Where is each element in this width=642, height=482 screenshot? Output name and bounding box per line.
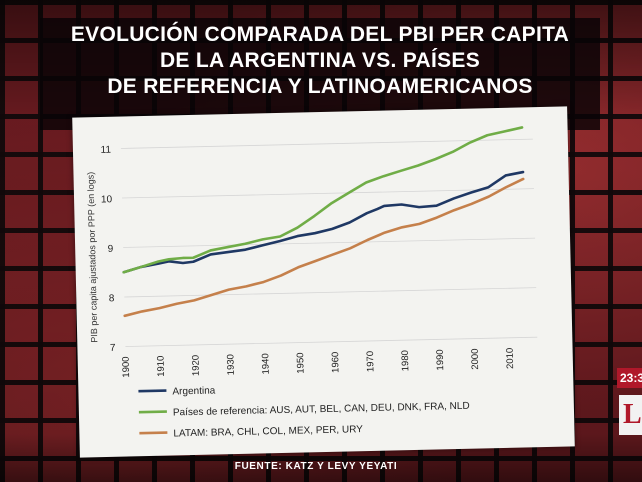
y-axis-label: PIB per capita ajustados por PPP (en log… — [85, 172, 99, 343]
y-axis-ticks: 7 8 9 10 11 — [100, 145, 116, 354]
x-tick-label-1970: 1970 — [365, 351, 376, 372]
x-tick-label-1910: 1910 — [156, 356, 167, 377]
source-caption: FUENTE: KATZ Y LEVY YEYATI — [234, 461, 398, 472]
y-tick-label-10: 10 — [101, 194, 113, 205]
legend-swatch-latam — [139, 431, 168, 435]
legend-swatch-argentina — [138, 389, 167, 393]
series-line-referencia — [122, 126, 524, 274]
y-tick-label-9: 9 — [108, 244, 114, 255]
x-tick-label-2010: 2010 — [505, 348, 516, 369]
x-tick-label-1960: 1960 — [330, 352, 341, 373]
x-axis-ticks: 1900 1910 1920 1930 1940 1950 1960 1970 1980 1990… — [121, 348, 516, 378]
x-tick-label-1900: 1900 — [121, 356, 132, 377]
gridline-y-7 — [125, 336, 538, 347]
x-tick-label-1920: 1920 — [190, 355, 201, 376]
title-line-3: DE REFERENCIA Y LATINOAMERICANOS — [107, 75, 533, 98]
gridlines — [120, 138, 538, 347]
y-tick-label-11: 11 — [100, 145, 111, 156]
legend-label-latam: LATAM: BRA, CHL, COL, MEX, PER, URY — [173, 424, 363, 439]
y-tick-label-8: 8 — [109, 293, 115, 304]
series-lines — [122, 126, 525, 318]
gridline-y-9 — [123, 237, 536, 248]
legend-swatch-referencia — [138, 410, 167, 414]
broadcast-clock: 23:3 — [617, 368, 642, 388]
gridline-y-8 — [124, 287, 537, 298]
x-tick-label-1950: 1950 — [295, 352, 306, 373]
title-line-1: EVOLUCIÓN COMPARADA DEL PBI PER CAPITA — [70, 23, 570, 46]
title-line-2: DE LA ARGENTINA VS. PAÍSES — [159, 49, 481, 72]
y-tick-label-7: 7 — [110, 343, 116, 354]
x-tick-label-2000: 2000 — [470, 348, 481, 369]
x-tick-label-1930: 1930 — [225, 354, 236, 375]
series-line-latam — [123, 177, 525, 318]
legend-label-argentina: Argentina — [172, 385, 215, 397]
legend: Argentina Países de referencia: AUS, AUT,… — [138, 385, 470, 439]
gridline-y-10 — [122, 188, 534, 199]
x-tick-label-1990: 1990 — [435, 349, 446, 370]
legend-label-referencia: Países de referencia: AUS, AUT, BEL, CAN… — [173, 401, 470, 419]
gdp-chart: 7 8 9 10 11 1900 1910 1920 1930 1940 1950 1960 1970… — [85, 126, 538, 439]
channel-logo: L — [619, 395, 642, 435]
series-line-argentina — [122, 170, 525, 274]
slide-title: EVOLUCIÓN COMPARADA DEL PBI PER CAPITA D… — [40, 22, 600, 100]
chart-card: 7 8 9 10 11 1900 1910 1920 1930 1940 1950 1960 1970… — [72, 106, 575, 458]
gridline-y-11 — [120, 138, 533, 149]
x-tick-label-1940: 1940 — [260, 353, 271, 374]
x-tick-label-1980: 1980 — [400, 350, 411, 371]
